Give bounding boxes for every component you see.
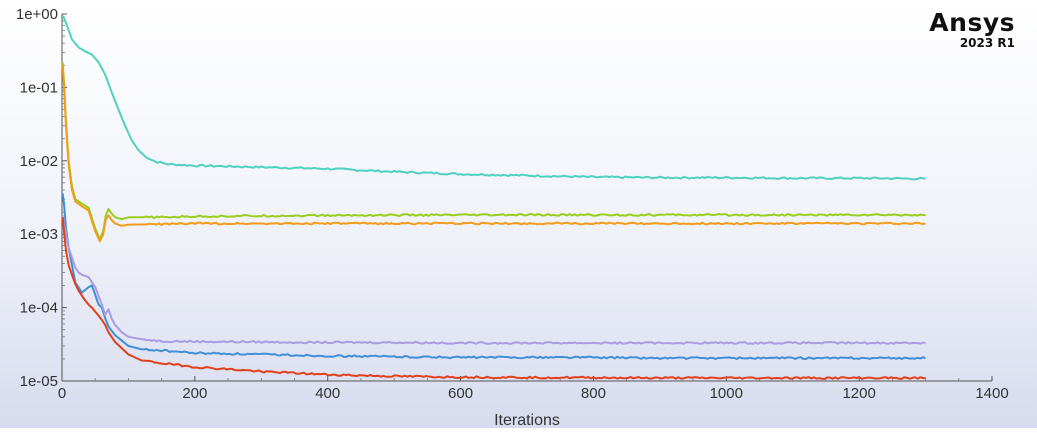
y-tick-label: 1e-05 [20,373,58,390]
x-tick-label: 800 [581,385,606,402]
x-axis-label: Iterations [494,412,560,428]
y-tick-label: 1e-01 [20,79,58,96]
residual-series-line-2 [61,62,926,241]
residual-series-line-4 [61,193,926,361]
x-tick-label: 1000 [710,385,743,402]
x-tick-label: 400 [315,385,340,402]
x-tick-label: 0 [58,385,66,402]
y-tick-label: 1e-03 [20,226,58,243]
x-tick-label: 200 [182,385,207,402]
residual-series-line-3 [61,65,926,243]
residual-series-line-6 [61,217,926,380]
x-tick-label: 1400 [975,385,1008,402]
residual-series-line-1 [61,15,926,181]
residual-series-line-5 [61,215,926,345]
y-tick-label: 1e-04 [20,300,58,317]
brand-version: 2023 R1 [959,36,1015,50]
axes: 0 200 400 600 800 1000 1200 1400 1e+00 1e-01 1e-02… [16,6,1009,402]
x-tick-label: 600 [448,385,473,402]
ansys-logo: Ansys 2023 R1 [929,8,1015,50]
x-tick-label: 1200 [842,385,875,402]
series-layer [61,15,926,380]
y-tick-label: 1e+00 [16,6,58,23]
brand-name: Ansys [929,8,1015,37]
y-tick-label: 1e-02 [20,153,58,170]
